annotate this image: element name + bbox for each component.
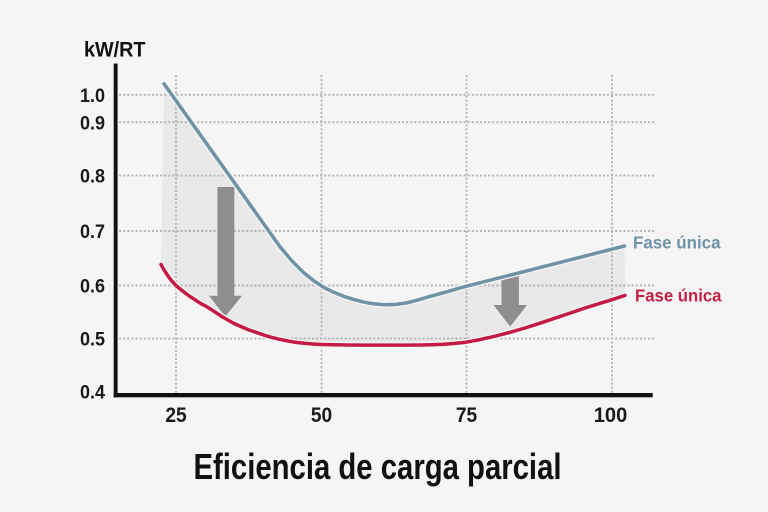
svg-text:0.5: 0.5 xyxy=(80,329,105,351)
svg-text:0.4: 0.4 xyxy=(80,382,105,404)
svg-text:Eficiencia de carga parcial: Eficiencia de carga parcial xyxy=(194,446,562,487)
svg-text:0.7: 0.7 xyxy=(80,221,105,243)
svg-text:25: 25 xyxy=(165,404,187,427)
svg-text:kW/RT: kW/RT xyxy=(84,38,146,62)
svg-text:1.0: 1.0 xyxy=(80,85,105,107)
svg-text:0.6: 0.6 xyxy=(80,276,105,298)
svg-text:Fase única: Fase única xyxy=(635,286,722,306)
svg-text:0.9: 0.9 xyxy=(80,112,105,134)
svg-text:0.8: 0.8 xyxy=(80,166,105,188)
svg-text:75: 75 xyxy=(456,404,478,427)
svg-text:50: 50 xyxy=(311,404,332,427)
svg-text:Fase única: Fase única xyxy=(633,233,721,253)
svg-text:100: 100 xyxy=(594,404,628,427)
